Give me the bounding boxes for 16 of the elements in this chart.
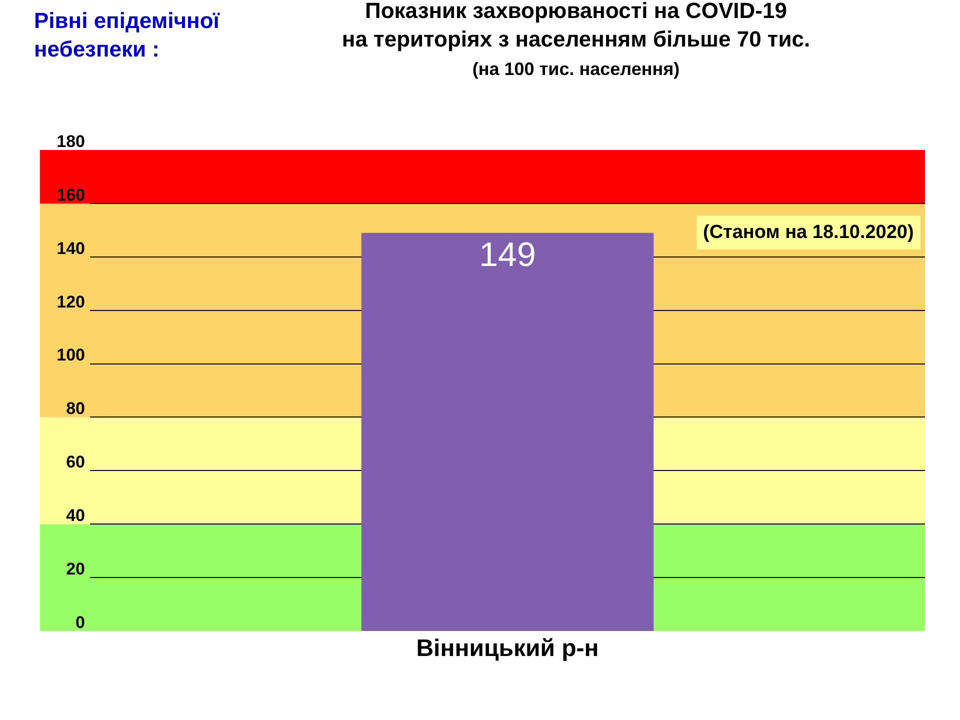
- y-tick-label: 40: [66, 506, 85, 526]
- chart-title: Показник захворюваності на COVID-19 на територіях з населенням більше 70 тис.: [342, 0, 810, 52]
- y-tick-label: 180: [56, 132, 85, 151]
- annotation: (Станом на 18.10.2020): [703, 222, 914, 243]
- chart-subtitle: (на 100 тис. населення): [472, 59, 680, 80]
- y-tick-label: 120: [56, 292, 85, 312]
- data-label: 149: [479, 236, 536, 274]
- y-tick-label: 140: [56, 238, 85, 258]
- y-tick-label: 0: [76, 612, 85, 632]
- y-tick-label: 60: [66, 452, 85, 472]
- y-tick-label: 20: [66, 560, 85, 579]
- y-tick-label: 100: [56, 346, 85, 365]
- text: Рівні епідемічної небезпеки :: [34, 8, 220, 62]
- x-tick-label: Вінницький р-н: [416, 635, 599, 662]
- y-tick-label: 160: [56, 185, 85, 204]
- y-tick-label: 80: [66, 399, 85, 418]
